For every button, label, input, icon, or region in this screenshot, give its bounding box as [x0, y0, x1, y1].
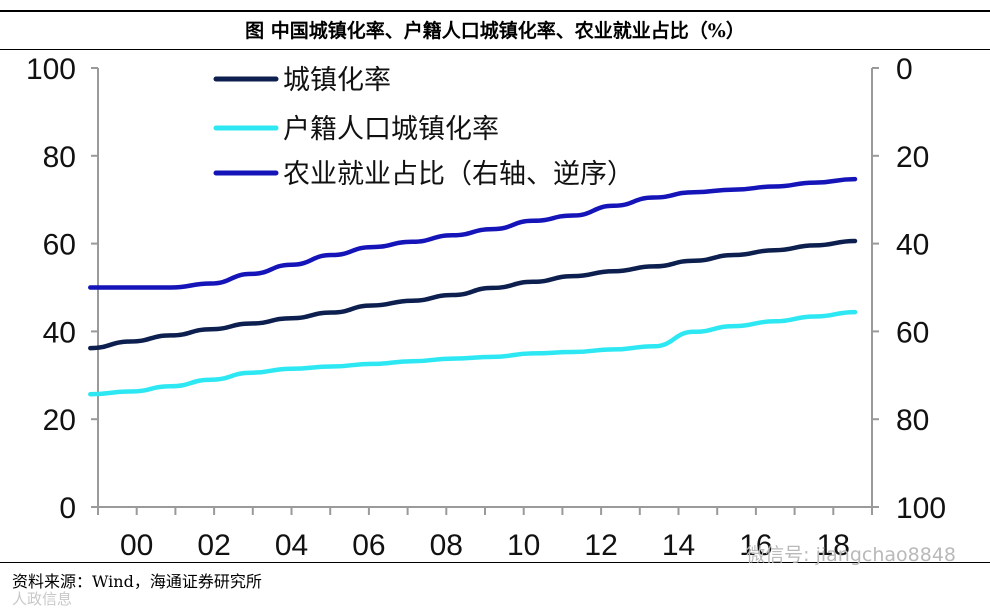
series-line-2	[88, 309, 858, 397]
x-tick-label: 12	[584, 529, 617, 562]
y-right-tick-label: 40	[896, 229, 929, 262]
y-left-tick-label: 40	[43, 316, 76, 349]
x-tick-label: 06	[352, 529, 385, 562]
corner-watermark: 人政信息	[12, 590, 73, 608]
chart-title: 图 中国城镇化率、户籍人口城镇化率、农业就业占比（%）	[245, 20, 745, 42]
y-right-tick-label: 20	[896, 141, 929, 174]
series-layer	[88, 176, 858, 397]
y-left-tick-label: 60	[43, 229, 76, 262]
y-right-tick-label: 100	[896, 492, 946, 525]
bottom-rule	[0, 562, 990, 563]
y-left-tick-label: 100	[26, 53, 76, 86]
y-right-tick-label: 80	[896, 404, 929, 437]
x-tick-label: 02	[197, 529, 230, 562]
wechat-watermark: 微信号: jiangchao8848	[746, 544, 956, 566]
x-tick-label: 14	[662, 529, 695, 562]
x-tick-label: 00	[120, 529, 153, 562]
series-line-1	[88, 238, 858, 351]
legend-label-3: 农业就业占比（右轴、逆序）	[283, 159, 634, 190]
y-right-tick-label: 0	[896, 53, 913, 86]
x-tick-label: 16	[739, 529, 772, 562]
x-tick-label: 08	[430, 529, 463, 562]
x-tick-label: 18	[817, 529, 850, 562]
x-tick-label: 10	[507, 529, 540, 562]
series-line-3	[88, 176, 858, 290]
y-left-tick-label: 80	[43, 141, 76, 174]
legend-label-2: 户籍人口城镇化率	[283, 114, 499, 145]
axes-layer: 0 20 40 60 80 100 0 20 40 60 80 100 00 02 04 06 08 10 12 14…	[26, 53, 946, 562]
source-note: 资料来源：Wind，海通证券研究所	[12, 572, 262, 591]
y-right-tick-label: 60	[896, 316, 929, 349]
y-left-tick-label: 0	[59, 492, 76, 525]
x-tick-label: 04	[275, 529, 308, 562]
legend-label-1: 城镇化率	[283, 65, 391, 96]
chart-title-bar: 图 中国城镇化率、户籍人口城镇化率、农业就业占比（%）	[0, 10, 990, 50]
y-left-tick-label: 20	[43, 404, 76, 437]
